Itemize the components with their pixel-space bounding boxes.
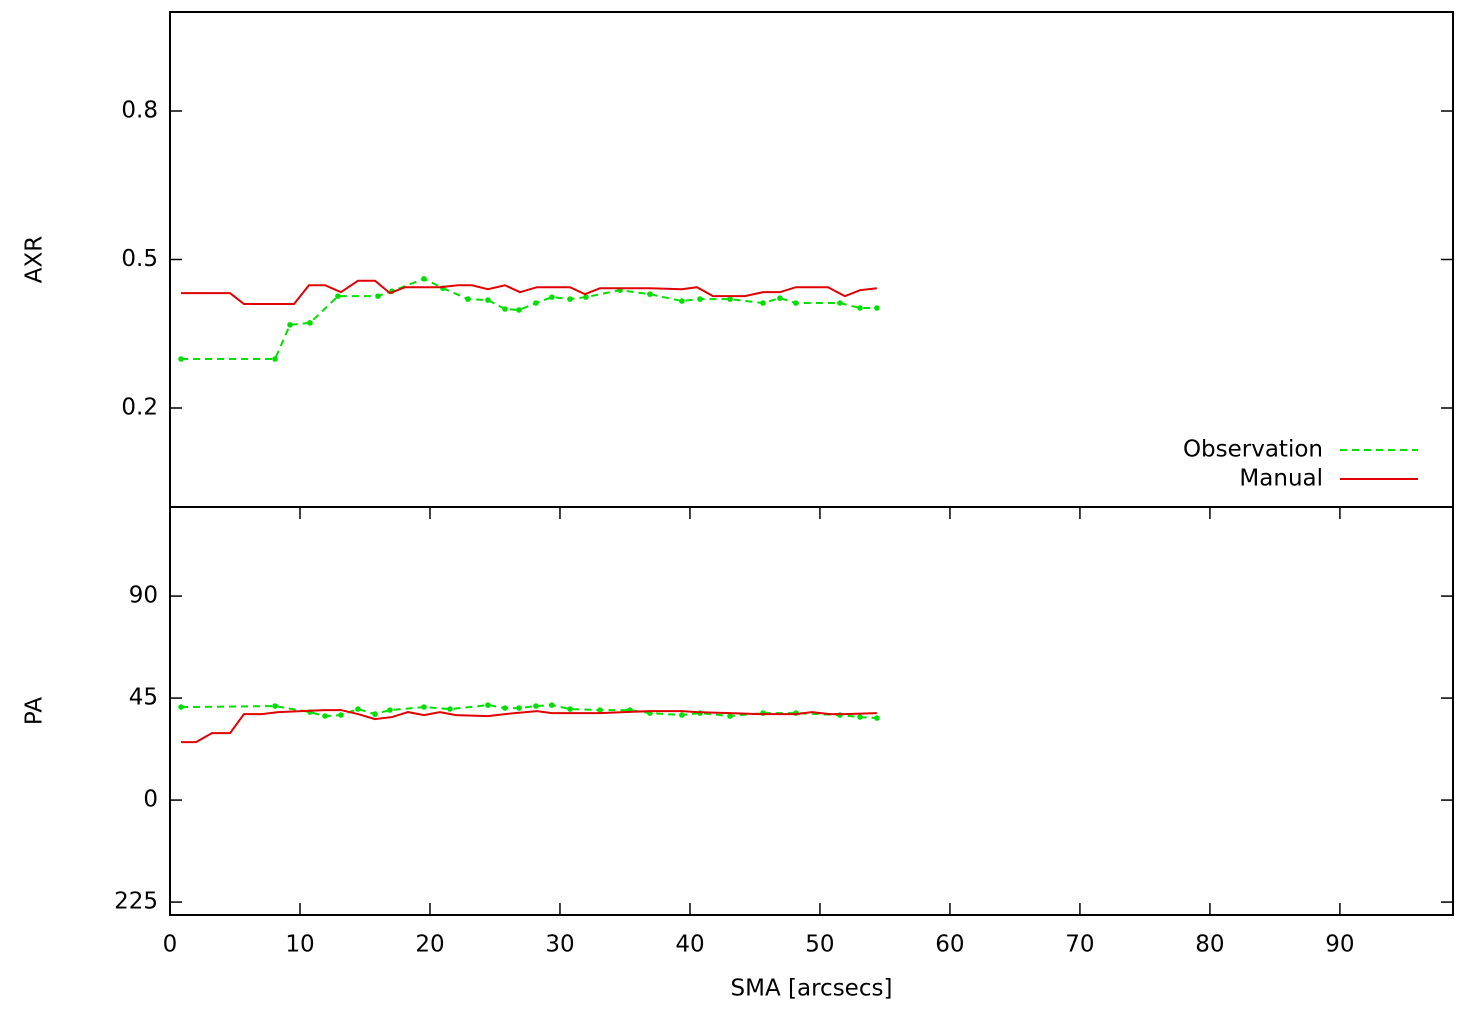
point <box>516 705 522 711</box>
point <box>335 293 341 299</box>
point <box>272 703 278 709</box>
point <box>793 300 799 306</box>
y-tick-label: 90 <box>129 583 158 609</box>
point <box>760 300 766 306</box>
point <box>178 704 184 710</box>
point <box>697 296 703 302</box>
point <box>533 703 539 709</box>
series-line <box>181 709 877 744</box>
x-tick-label: 10 <box>285 932 314 958</box>
x-tick-label: 60 <box>935 932 964 958</box>
y-tick-label: 0.5 <box>121 246 158 272</box>
point <box>679 712 685 718</box>
x-tick-label: 40 <box>675 932 704 958</box>
point <box>485 702 491 708</box>
point <box>387 707 393 713</box>
point <box>355 706 361 712</box>
point <box>178 356 184 362</box>
point <box>874 305 880 311</box>
x-tick-label: 20 <box>415 932 444 958</box>
x-tick-label: 0 <box>163 932 178 958</box>
point <box>421 704 427 710</box>
point <box>421 276 427 282</box>
y-tick-label: 0.8 <box>121 98 158 124</box>
point <box>287 322 293 328</box>
point <box>485 297 491 303</box>
point <box>727 713 733 719</box>
legend-label: Manual <box>1239 466 1323 492</box>
point <box>679 298 685 304</box>
point <box>567 706 573 712</box>
point <box>372 711 378 717</box>
point <box>465 296 471 302</box>
point <box>857 714 863 720</box>
point <box>502 705 508 711</box>
point <box>322 713 328 719</box>
x-axis-label: SMA [arcsecs] <box>731 976 893 1002</box>
point <box>857 305 863 311</box>
y-tick-label: 225 <box>114 889 158 915</box>
point <box>338 712 344 718</box>
x-tick-label: 50 <box>805 932 834 958</box>
y-tick-label: 0 <box>143 787 158 813</box>
x-tick-label: 30 <box>545 932 574 958</box>
point <box>502 306 508 312</box>
y-tick-label: 45 <box>129 685 158 711</box>
point <box>516 307 522 313</box>
point <box>533 300 539 306</box>
point <box>567 296 573 302</box>
point <box>272 356 278 362</box>
point <box>874 715 880 721</box>
point <box>375 293 381 299</box>
point <box>837 300 843 306</box>
y-axis-label: PA <box>22 697 48 725</box>
point <box>549 702 555 708</box>
series-line <box>181 277 877 360</box>
y-tick-label: 0.2 <box>121 395 158 421</box>
point <box>727 296 733 302</box>
point <box>647 291 653 297</box>
legend-label: Observation <box>1183 437 1323 463</box>
series-line <box>181 279 878 306</box>
y-axis-label: AXR <box>22 236 48 283</box>
point <box>777 295 783 301</box>
x-tick-label: 80 <box>1195 932 1224 958</box>
x-tick-label: 70 <box>1065 932 1094 958</box>
plot-frame <box>169 506 1454 916</box>
x-tick-label: 90 <box>1325 932 1354 958</box>
point <box>597 707 603 713</box>
point <box>583 294 589 300</box>
point <box>447 706 453 712</box>
plot-frame <box>169 11 1454 508</box>
point <box>549 294 555 300</box>
point <box>307 320 313 326</box>
